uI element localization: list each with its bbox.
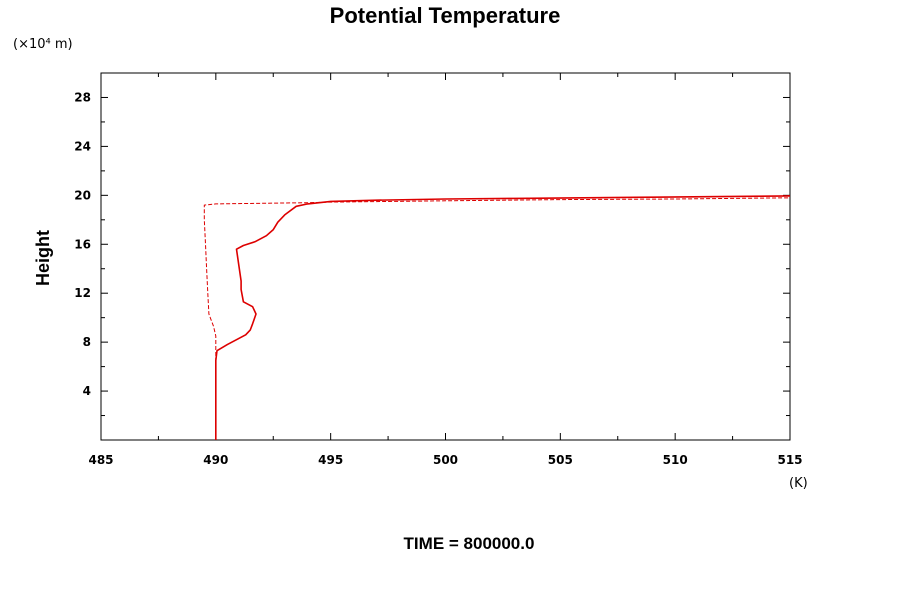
x-unit-label: (K) [789,476,808,491]
y-axis-label: Height [33,230,53,286]
x-tick-label: 510 [663,453,688,467]
chart-title: Potential Temperature [330,3,561,28]
y-tick-label: 8 [83,335,91,349]
y-tick-label: 12 [74,286,91,300]
x-tick-label: 485 [88,453,113,467]
solid-profile-line [215,195,791,440]
x-tick-label: 500 [433,453,458,467]
dashed-profile-line [203,197,791,440]
y-tick-label: 28 [74,90,91,104]
y-scale-label: (×10⁴ m) [13,37,73,52]
x-tick-label: 505 [548,453,573,467]
x-tick-label: 515 [777,453,802,467]
x-tick-label: 490 [203,453,228,467]
plot-frame [100,72,791,441]
y-tick-label: 24 [74,139,91,153]
data-series [203,195,791,440]
y-tick-label: 16 [74,237,91,251]
axis-ticks: 485 490 495 500 505 510 515 4 8 12 16 20 24 28 [74,73,803,467]
x-tick-label: 495 [318,453,343,467]
time-label: TIME = 800000.0 [404,534,535,553]
y-tick-label: 4 [83,384,91,398]
y-tick-label: 20 [74,188,91,202]
